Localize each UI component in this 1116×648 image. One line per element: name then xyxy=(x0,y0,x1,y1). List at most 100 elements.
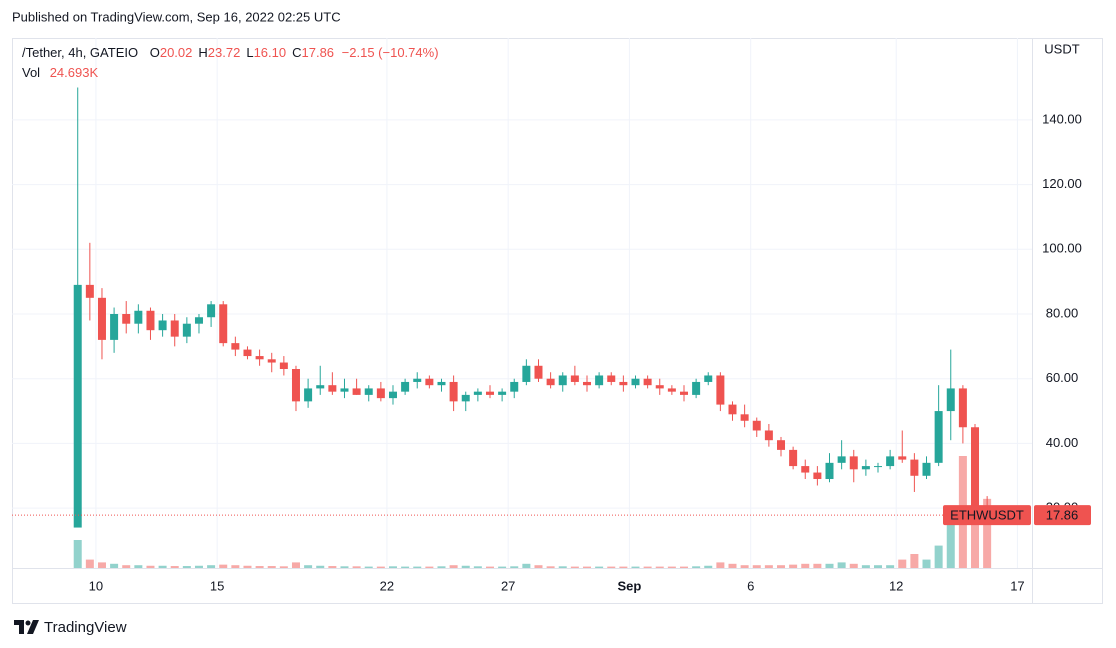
candle-body xyxy=(340,388,349,392)
candle-body xyxy=(922,462,931,476)
volume-bar xyxy=(243,565,252,568)
volume-bar xyxy=(522,563,531,568)
candle-body xyxy=(971,427,980,509)
candle-body xyxy=(73,284,82,528)
volume-bar xyxy=(461,565,470,568)
legend-ohlc-label: C xyxy=(292,45,301,60)
price-pane xyxy=(12,87,1032,528)
candle-body xyxy=(498,391,507,395)
volume-bar xyxy=(607,566,616,568)
y-tick-label: 80.00 xyxy=(1046,305,1079,320)
candle-body xyxy=(304,388,313,402)
volume-bar xyxy=(546,566,555,568)
candle-body xyxy=(110,314,119,340)
volume-bar xyxy=(813,563,822,568)
logo-shape xyxy=(14,620,24,634)
legend-ohlc-label: H xyxy=(198,45,207,60)
candle-body xyxy=(207,304,216,318)
candle-body xyxy=(182,323,191,337)
price-label: 17.86 xyxy=(1046,508,1079,523)
candle-body xyxy=(267,359,276,363)
candle-body xyxy=(534,365,543,379)
x-tick-label: 15 xyxy=(210,578,224,593)
volume-bar xyxy=(158,565,167,568)
volume-bar xyxy=(134,565,143,568)
volume-bar xyxy=(861,565,870,568)
volume-bar xyxy=(328,566,337,568)
candle-body xyxy=(485,391,494,395)
candle-body xyxy=(364,388,373,395)
candle-body xyxy=(789,449,798,467)
y-tick-label: 100.00 xyxy=(1042,241,1082,256)
candle-body xyxy=(801,466,810,473)
volume-bar xyxy=(267,566,276,568)
volume-bar xyxy=(910,554,919,568)
volume-bar xyxy=(692,566,701,568)
volume-bar xyxy=(110,563,119,568)
volume-bar xyxy=(801,563,810,568)
candle-body xyxy=(825,462,834,480)
volume-bar xyxy=(704,565,713,568)
candle-body xyxy=(667,388,676,392)
volume-bar xyxy=(425,566,434,568)
volume-bar xyxy=(667,566,676,568)
legend-ohlc: O20.02 H23.72 L16.10 C17.86 xyxy=(150,45,334,60)
volume-bar xyxy=(922,559,931,568)
x-tick-label: 22 xyxy=(380,578,394,593)
candle-body xyxy=(643,378,652,386)
volume-bar xyxy=(437,566,446,568)
candle-body xyxy=(376,388,385,399)
candle-body xyxy=(631,378,640,386)
volume-bar xyxy=(510,566,519,568)
y-tick-label: 120.00 xyxy=(1042,176,1082,191)
y-tick-label: 40.00 xyxy=(1046,435,1079,450)
candle-body xyxy=(328,385,337,392)
candle-body xyxy=(413,378,422,382)
candle-body xyxy=(910,459,919,476)
volume-bar xyxy=(946,517,955,568)
candle-body xyxy=(316,385,325,389)
legend-row: /Tether, 4h, GATEIO O20.02 H23.72 L16.10 C1… xyxy=(22,45,439,60)
candle-body xyxy=(946,388,955,412)
volume-bar xyxy=(279,566,288,568)
volume-bar xyxy=(413,566,422,568)
candle-body xyxy=(934,411,943,463)
volume-bar xyxy=(777,565,786,568)
legend-ohlc-label: L xyxy=(246,45,253,60)
candle-body xyxy=(437,381,446,386)
candle-body xyxy=(473,391,482,395)
candle-body xyxy=(958,388,967,428)
legend-ohlc-value: 23.72 xyxy=(208,45,241,60)
legend-ohlc-label: O xyxy=(150,45,160,60)
candle-body xyxy=(558,375,567,386)
candle-body xyxy=(449,381,458,402)
y-tick-label: 140.00 xyxy=(1042,111,1082,126)
volume-bar xyxy=(207,565,216,568)
candle-body xyxy=(740,414,749,421)
volume-bar xyxy=(291,562,300,568)
volume-bar xyxy=(619,566,628,568)
candle-body xyxy=(874,466,883,468)
axes: USDT 20.0040.0060.0080.00100.00120.00140… xyxy=(89,41,1082,593)
candle-body xyxy=(861,466,870,470)
x-tick-label: Sep xyxy=(618,578,642,593)
candle-body xyxy=(849,456,858,470)
legend-ohlc-value: 17.86 xyxy=(302,45,335,60)
volume-bar xyxy=(97,562,106,568)
volume-bar xyxy=(376,566,385,568)
volume-bar xyxy=(316,565,325,568)
candle-body xyxy=(813,472,822,480)
candle-body xyxy=(243,349,252,357)
volume-bar xyxy=(388,566,397,568)
candle-body xyxy=(158,320,167,331)
volume-bar xyxy=(886,565,895,568)
volume-bar xyxy=(631,566,640,568)
legend-volume-row: Vol 24.693K xyxy=(22,65,98,80)
y-tick-label: 60.00 xyxy=(1046,370,1079,385)
symbol-label: ETHWUSDT xyxy=(950,508,1024,523)
candle-body xyxy=(146,310,155,331)
candle-body xyxy=(704,375,713,382)
candle-body xyxy=(570,375,579,382)
volume-bar xyxy=(643,566,652,568)
